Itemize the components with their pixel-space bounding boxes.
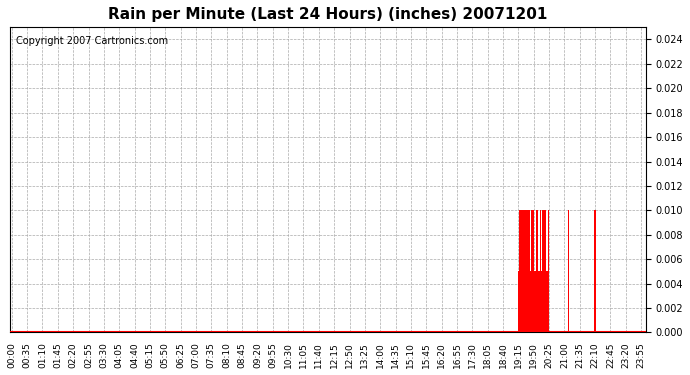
Bar bbox=[525, 272, 526, 333]
Bar bbox=[523, 210, 524, 333]
Bar bbox=[529, 210, 530, 333]
Bar bbox=[531, 210, 533, 333]
Bar bbox=[535, 210, 537, 333]
Bar bbox=[537, 210, 538, 333]
Bar bbox=[526, 210, 527, 333]
Bar bbox=[544, 210, 545, 333]
Bar bbox=[534, 272, 535, 333]
Bar bbox=[527, 210, 529, 333]
Bar bbox=[542, 210, 544, 333]
Bar bbox=[533, 210, 534, 333]
Bar bbox=[520, 210, 521, 333]
Bar bbox=[548, 210, 549, 333]
Title: Rain per Minute (Last 24 Hours) (inches) 20071201: Rain per Minute (Last 24 Hours) (inches)… bbox=[108, 7, 547, 22]
Text: Copyright 2007 Cartronics.com: Copyright 2007 Cartronics.com bbox=[16, 36, 168, 46]
Bar bbox=[541, 272, 542, 333]
Bar bbox=[540, 210, 541, 333]
Bar bbox=[518, 272, 519, 333]
Bar bbox=[568, 210, 569, 333]
Bar bbox=[524, 210, 526, 333]
Bar bbox=[530, 272, 531, 333]
Bar bbox=[546, 272, 548, 333]
Bar bbox=[522, 272, 524, 333]
Bar bbox=[519, 210, 520, 333]
Bar bbox=[545, 210, 546, 333]
Bar bbox=[521, 210, 522, 333]
Bar bbox=[538, 272, 540, 333]
